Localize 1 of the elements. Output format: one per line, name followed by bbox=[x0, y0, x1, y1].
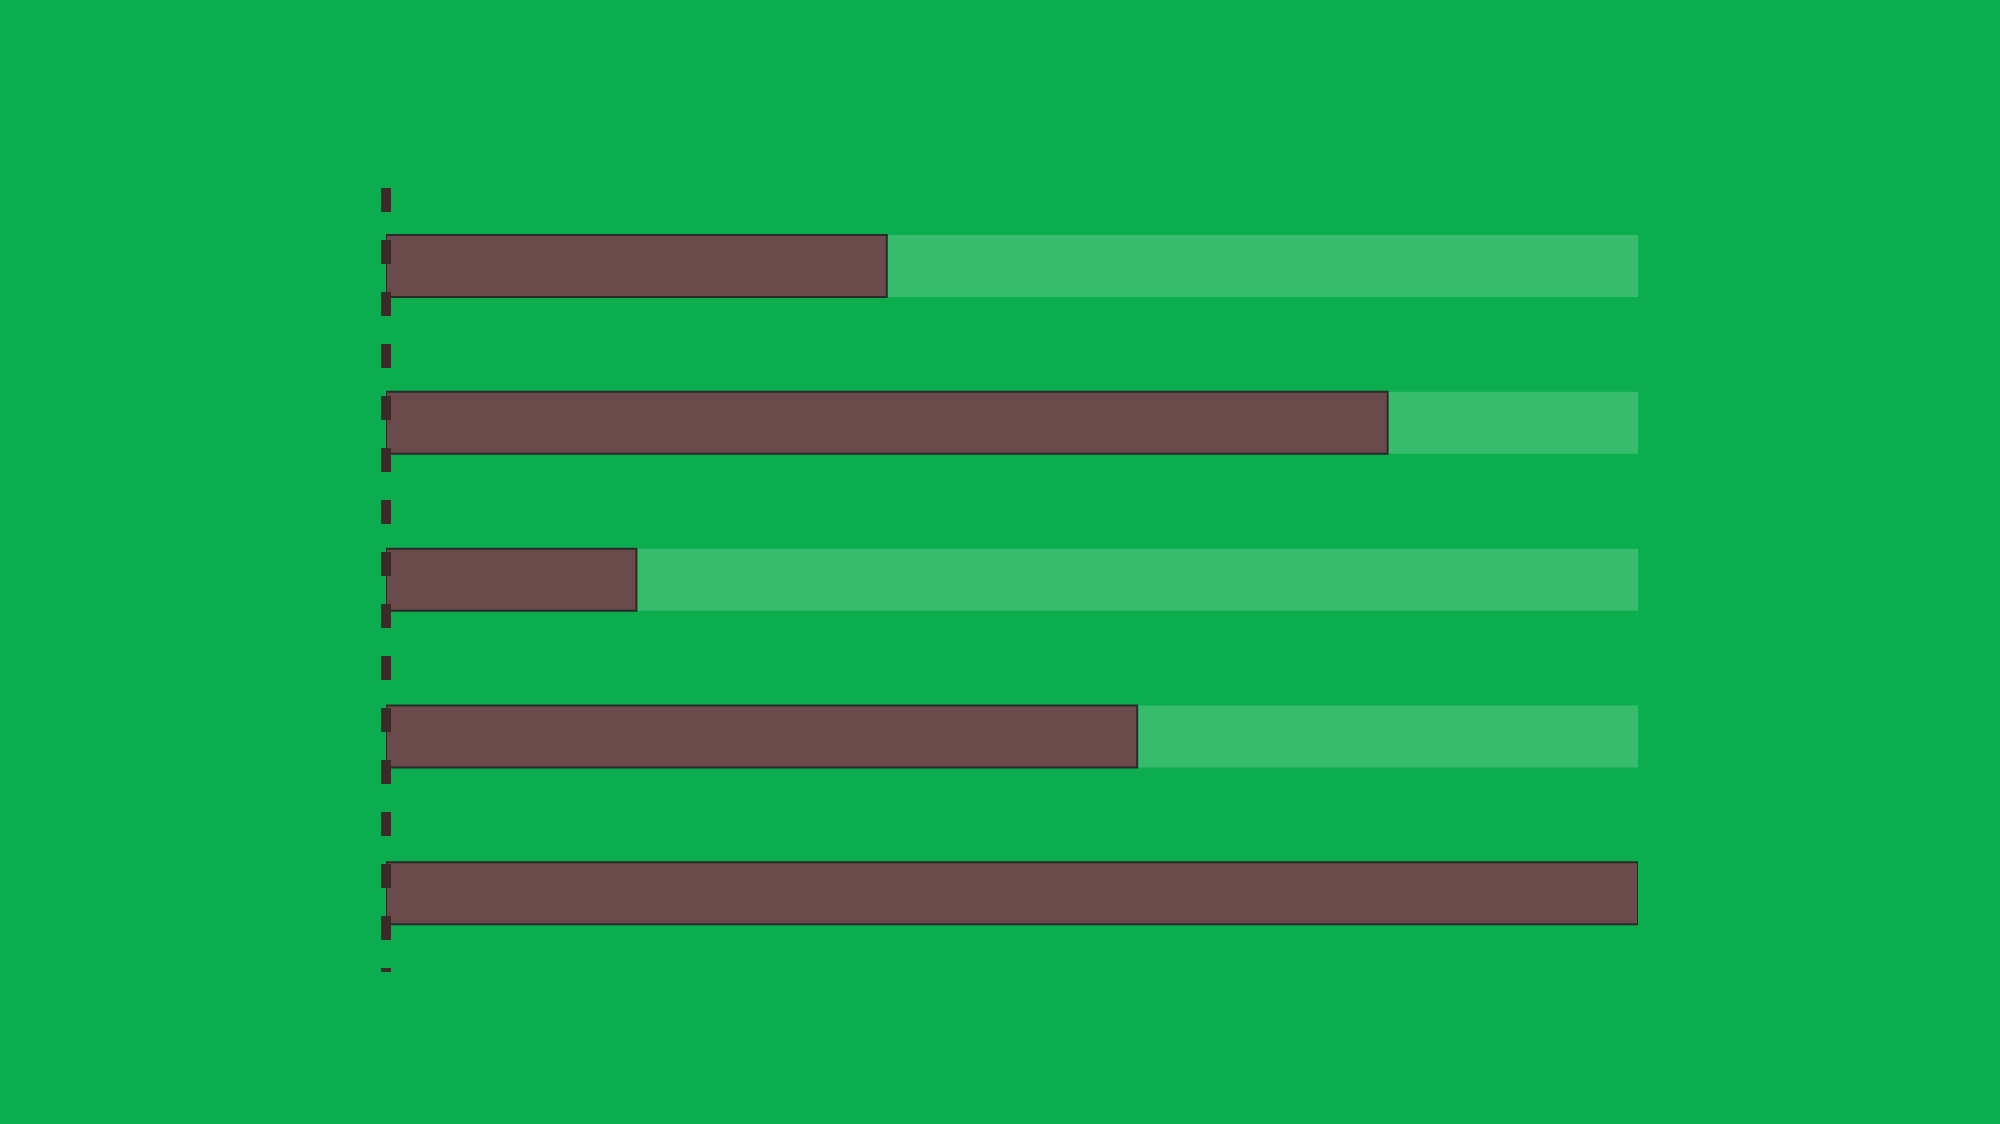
bar bbox=[386, 547, 638, 612]
